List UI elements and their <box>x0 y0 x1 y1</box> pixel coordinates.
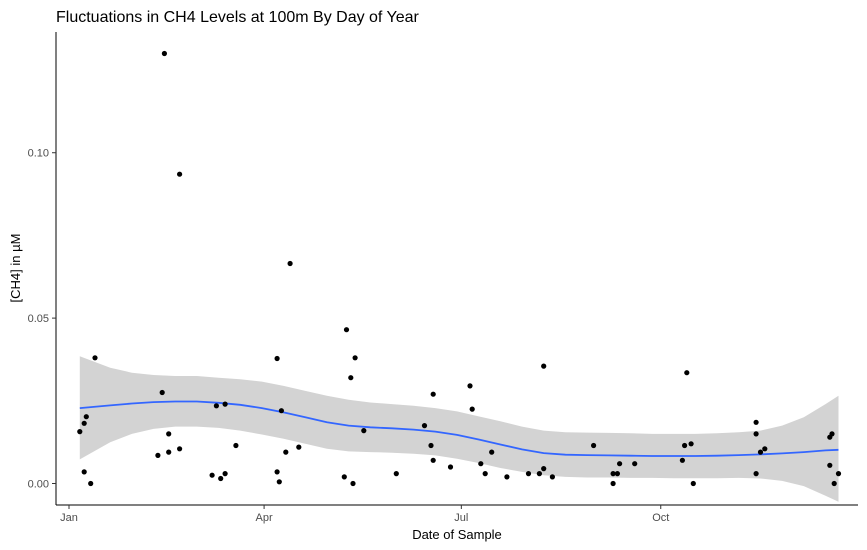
data-point <box>222 471 228 477</box>
data-point <box>831 480 837 487</box>
data-point <box>166 431 172 437</box>
data-point <box>81 420 87 426</box>
points-layer <box>77 50 842 487</box>
data-point <box>679 457 686 463</box>
data-point <box>155 452 161 458</box>
smooth-line-layer <box>79 400 839 457</box>
data-point <box>278 408 284 414</box>
data-point <box>222 401 228 407</box>
data-point <box>541 363 547 369</box>
data-point <box>343 327 350 333</box>
y-tick-label: 0.05 <box>28 313 49 325</box>
x-tick-label: Jul <box>454 512 468 524</box>
data-point <box>757 449 764 455</box>
x-axis-title: Date of Sample <box>412 527 502 542</box>
data-point <box>447 464 454 470</box>
data-point <box>489 449 495 455</box>
data-point <box>591 442 597 449</box>
data-point <box>88 480 94 487</box>
data-point <box>352 355 358 361</box>
data-point <box>159 389 165 396</box>
data-point <box>541 466 547 472</box>
data-point <box>274 469 280 475</box>
data-point <box>81 469 87 475</box>
data-point <box>274 355 280 362</box>
data-point <box>428 442 434 449</box>
smooth-line <box>79 400 839 457</box>
data-point <box>361 428 367 434</box>
data-point <box>762 446 768 452</box>
data-point <box>213 403 219 409</box>
data-point <box>610 471 616 477</box>
data-point <box>92 355 98 361</box>
data-point <box>283 449 289 455</box>
chart-title: Fluctuations in CH4 Levels at 100m By Da… <box>56 9 420 26</box>
data-point <box>467 383 473 389</box>
data-point <box>536 471 543 477</box>
data-point <box>753 419 759 425</box>
data-point <box>549 474 556 480</box>
data-point <box>166 449 172 455</box>
data-point <box>682 442 688 449</box>
data-point <box>348 375 354 381</box>
data-point <box>177 446 183 452</box>
data-point <box>469 406 475 412</box>
data-point <box>296 444 302 450</box>
data-point <box>617 461 623 467</box>
data-point <box>77 429 83 435</box>
data-point <box>504 474 510 480</box>
data-point <box>393 471 399 477</box>
x-tick-label: Apr <box>256 512 273 524</box>
data-point <box>430 391 436 397</box>
data-point <box>430 457 436 463</box>
data-point <box>482 471 488 477</box>
data-point <box>83 414 89 420</box>
y-tick-label: 0.10 <box>28 148 49 160</box>
data-point <box>829 431 835 437</box>
x-tick-label: Oct <box>652 512 669 524</box>
data-point <box>690 480 696 487</box>
data-point <box>753 471 759 477</box>
confidence-band-layer <box>79 356 839 502</box>
data-point <box>233 442 239 449</box>
confidence-band <box>79 356 839 502</box>
data-point <box>287 260 293 267</box>
data-point <box>161 50 167 57</box>
data-point <box>478 461 484 467</box>
data-point <box>632 461 638 467</box>
x-axis-ticks: Jan Apr Jul Oct <box>60 505 669 524</box>
data-point <box>753 431 759 437</box>
data-point <box>341 474 347 480</box>
data-point <box>177 171 183 177</box>
data-point <box>688 441 694 447</box>
data-point <box>218 475 224 482</box>
data-point <box>835 471 842 477</box>
data-point <box>350 480 356 487</box>
data-point <box>827 462 833 468</box>
y-tick-label: 0.00 <box>28 479 49 491</box>
data-point <box>276 479 282 485</box>
x-tick-label: Jan <box>60 512 78 524</box>
data-point <box>684 370 690 376</box>
data-point <box>614 471 621 477</box>
data-point <box>525 471 532 477</box>
y-axis-ticks: 0.00 0.05 0.10 <box>28 148 56 491</box>
data-point <box>610 480 616 487</box>
data-point <box>209 472 215 478</box>
y-axis-title: [CH4] in µM <box>8 234 23 303</box>
data-point <box>421 423 428 429</box>
